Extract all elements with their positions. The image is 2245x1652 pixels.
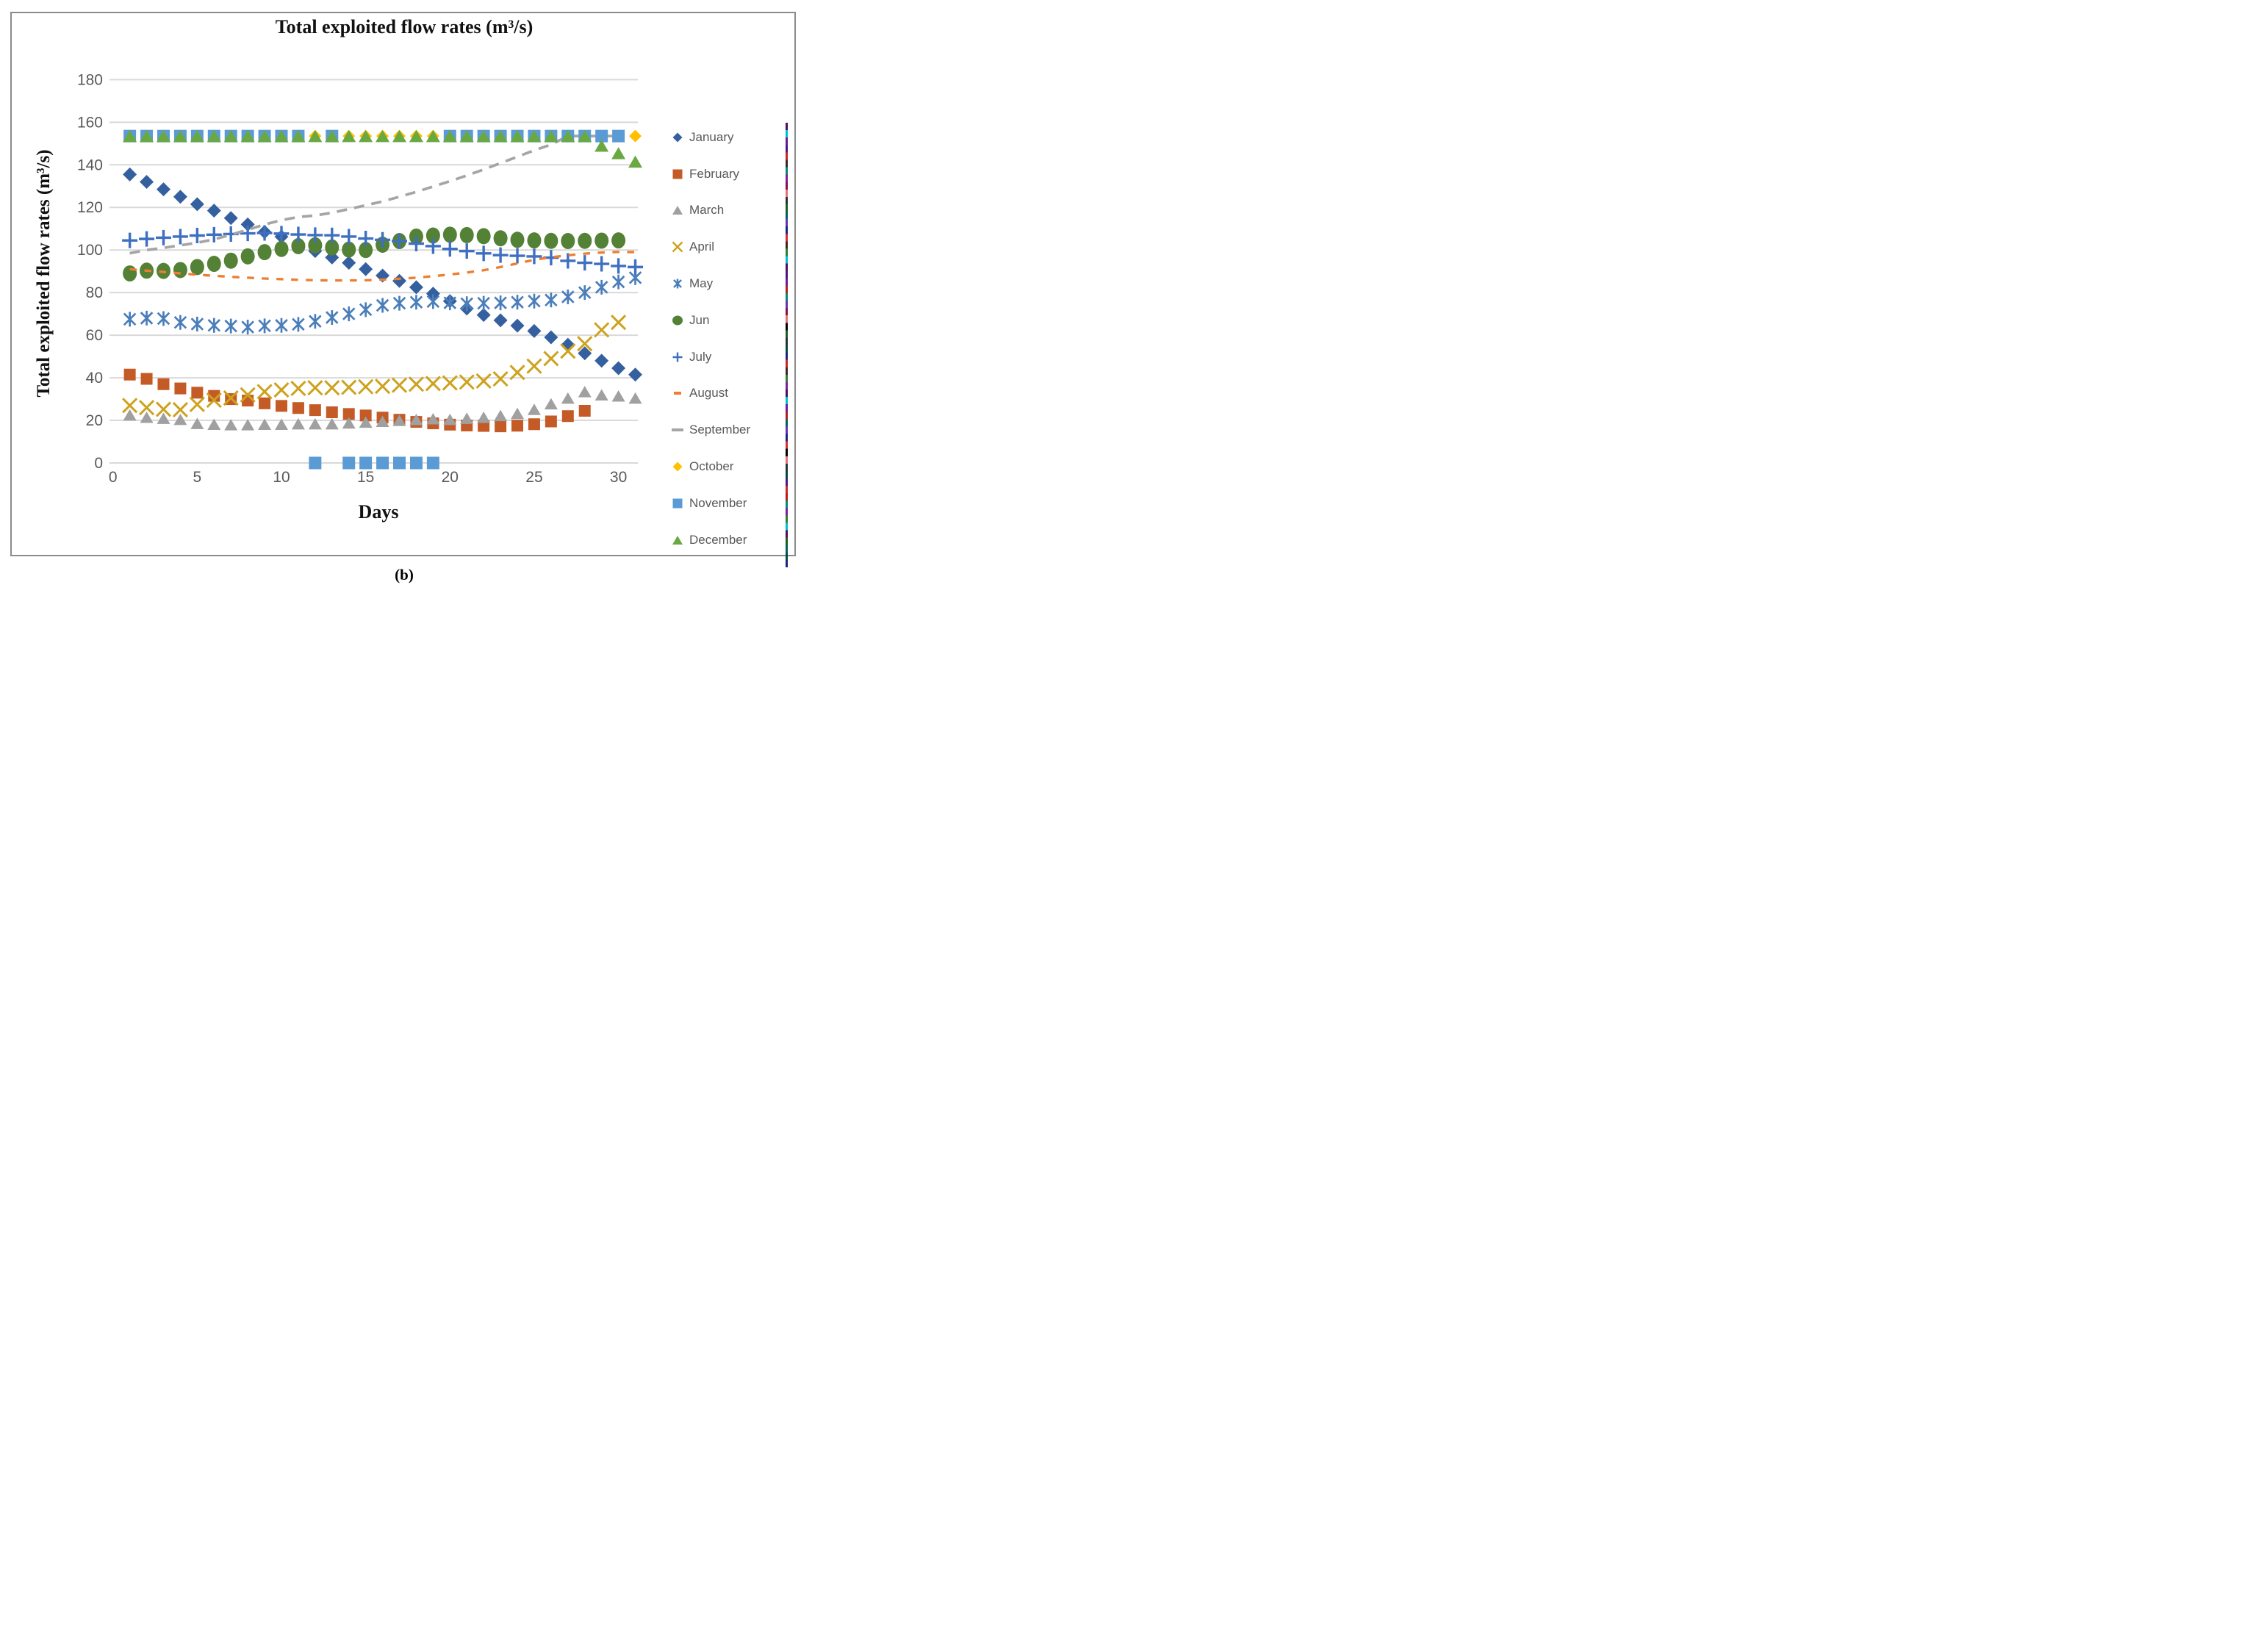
- x-tick-label: 25: [525, 469, 542, 486]
- legend-item-april: April: [670, 229, 750, 265]
- square-icon: [672, 169, 683, 179]
- legend-label: December: [689, 532, 747, 547]
- legend-label: September: [689, 423, 751, 437]
- triangle-icon: [672, 206, 683, 215]
- series-may: [123, 270, 642, 335]
- x-tick-label: 20: [442, 469, 459, 486]
- dash-icon: [674, 392, 681, 395]
- series-september: [129, 134, 619, 255]
- series-january: [123, 167, 643, 382]
- legend-label: March: [689, 203, 725, 218]
- legend-item-february: February: [670, 156, 750, 193]
- y-tick-label: 160: [77, 114, 103, 131]
- legend-label: May: [689, 276, 714, 291]
- series-march: [123, 386, 642, 431]
- y-tick-label: 120: [77, 199, 103, 216]
- x-tick-label: 10: [273, 469, 290, 486]
- series-jun: [123, 226, 626, 282]
- diamond-icon: [672, 462, 683, 472]
- y-tick-label: 60: [86, 327, 103, 344]
- legend-item-october: October: [670, 448, 750, 485]
- legend-item-november: November: [670, 485, 750, 522]
- legend-item-january: January: [670, 119, 750, 156]
- y-tick-label: 0: [94, 455, 103, 472]
- legend-item-july: July: [670, 339, 750, 376]
- legend-label: January: [689, 129, 734, 144]
- series-december: [123, 129, 643, 168]
- y-tick-label: 140: [77, 157, 103, 173]
- legend-label: July: [689, 349, 712, 364]
- y-tick-label: 20: [86, 412, 103, 429]
- x-tick-label: 30: [610, 469, 627, 486]
- legend-item-december: December: [670, 522, 750, 559]
- y-tick-label: 180: [77, 71, 103, 88]
- y-tick-label: 40: [86, 370, 103, 387]
- legend-item-may: May: [670, 265, 750, 302]
- figure-border: [10, 12, 796, 556]
- legend-item-august: August: [670, 376, 750, 412]
- chart-legend: January February March April May Jun July Augus…: [670, 119, 750, 559]
- star-icon: [673, 279, 682, 289]
- chart-title: Total exploited flow rates (m³/s): [275, 16, 534, 37]
- square-icon: [672, 498, 683, 509]
- gridlines: [109, 79, 638, 464]
- chart-canvas: 0 20 40 60 80 100 120 140 160 180 0 5 10 15 20 25 30: [77, 71, 644, 486]
- legend-label: Jun: [689, 312, 710, 327]
- x-tick-label: 0: [109, 469, 118, 486]
- x-tick-label: 5: [193, 469, 202, 486]
- series-april: [122, 315, 627, 418]
- legend-label: August: [689, 386, 728, 401]
- legend-label: October: [689, 459, 734, 474]
- legend-label: February: [689, 166, 740, 181]
- legend-label: November: [689, 495, 747, 510]
- plus-icon: [672, 352, 683, 362]
- legend-item-jun: Jun: [670, 302, 750, 339]
- legend-item-september: September: [670, 412, 750, 448]
- diamond-icon: [672, 132, 683, 143]
- y-tick-label: 80: [86, 284, 103, 301]
- series-july: [122, 225, 644, 275]
- figure: Total exploited flow rates (m³/s) Total …: [0, 0, 808, 595]
- series-august: [129, 251, 636, 282]
- triangle-icon: [672, 535, 683, 545]
- legend-label: April: [689, 240, 715, 254]
- color-noise-strip: [786, 123, 788, 567]
- x-tick-label: 15: [357, 469, 374, 486]
- x-axis-label: Days: [358, 501, 399, 522]
- y-tick-label: 100: [77, 242, 103, 259]
- legend-item-march: March: [670, 193, 750, 229]
- long-dash-icon: [672, 428, 683, 432]
- circle-icon: [672, 315, 683, 326]
- figure-caption: (b): [395, 566, 414, 583]
- x-icon: [672, 241, 683, 253]
